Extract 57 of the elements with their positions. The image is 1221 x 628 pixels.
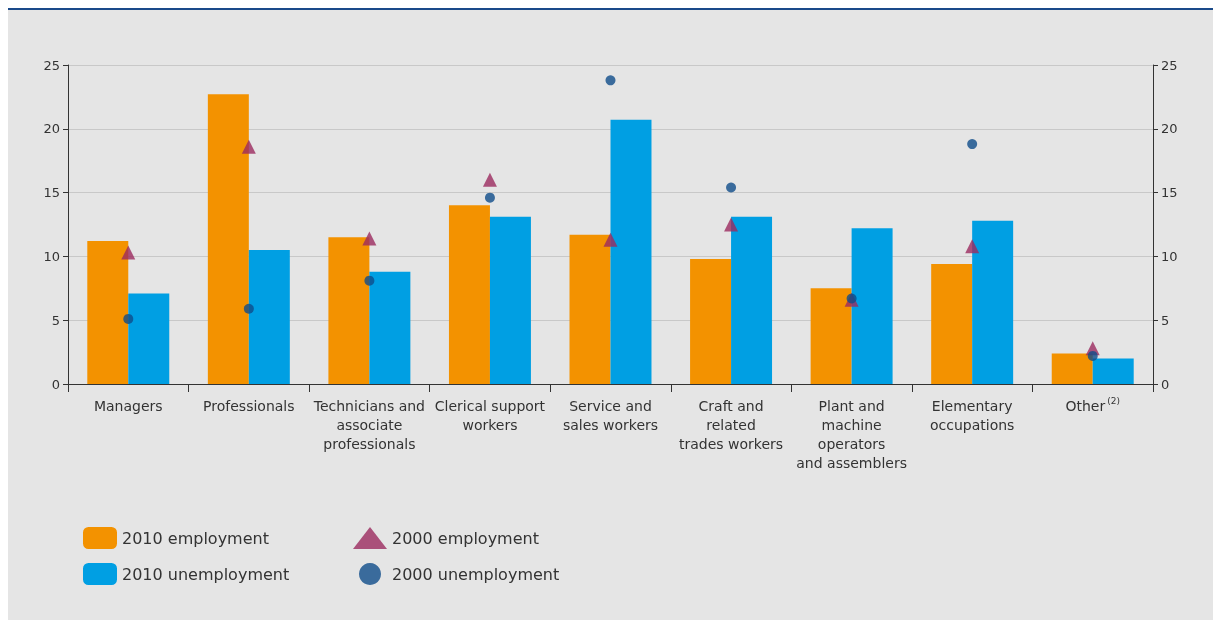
legend-label: 2010 unemployment (122, 564, 290, 584)
bar (972, 220, 1014, 384)
bar (248, 250, 290, 384)
point (121, 245, 136, 260)
point (965, 239, 980, 254)
bar (448, 205, 490, 384)
x-tick-label: Plant and machine operators and assemblers (796, 397, 907, 471)
point (967, 139, 978, 150)
bar (690, 258, 732, 384)
bar (731, 216, 773, 384)
y-tick-label: 10 (43, 248, 60, 264)
y-tick-label: 20 (43, 121, 60, 137)
bar (489, 216, 531, 384)
point (362, 231, 377, 246)
y2-tick-label: 20 (1161, 121, 1178, 137)
bar (207, 94, 249, 384)
y-tick-label: 25 (43, 57, 60, 73)
y2-tick-label: 0 (1161, 376, 1170, 392)
legend-label: 2000 employment (392, 528, 539, 548)
point (241, 139, 256, 154)
y2-tick-label: 5 (1161, 312, 1170, 328)
legend-label: 2010 employment (122, 528, 269, 548)
y2-tick-label: 10 (1161, 248, 1178, 264)
bar (1051, 353, 1093, 384)
y-tick-label: 5 (51, 312, 60, 328)
y-tick-label: 0 (51, 376, 60, 392)
bar (851, 228, 893, 384)
x-tick-label: Technicians and associate professionals (312, 397, 426, 452)
bar (87, 241, 129, 384)
point (726, 182, 737, 193)
y2-tick-label: 15 (1161, 185, 1178, 201)
point (1087, 350, 1098, 361)
y-tick-label: 15 (43, 185, 60, 201)
bar (369, 271, 411, 384)
bar (931, 264, 973, 384)
bar (610, 119, 652, 384)
point (123, 313, 134, 324)
bar (328, 237, 370, 384)
point (603, 232, 618, 247)
bar (569, 234, 611, 384)
bar (1092, 358, 1134, 384)
point (484, 192, 495, 203)
x-tick-label: Elementary occupations (929, 397, 1015, 433)
x-tick-label: Managers (93, 397, 163, 414)
point (605, 75, 616, 86)
point (724, 217, 739, 232)
x-tick-label: Service and sales workers (562, 397, 659, 433)
point (243, 303, 254, 314)
point (364, 275, 375, 286)
point (482, 172, 497, 187)
y2-tick-label: 25 (1161, 57, 1178, 73)
legend-label: 2000 unemployment (392, 564, 560, 584)
x-tick-label: Clerical support workers (434, 397, 546, 433)
x-tick-label: Professionals (203, 397, 295, 414)
x-tick-label: Craft and related trades workers (678, 397, 784, 452)
bar (810, 288, 852, 384)
bar (128, 293, 170, 384)
